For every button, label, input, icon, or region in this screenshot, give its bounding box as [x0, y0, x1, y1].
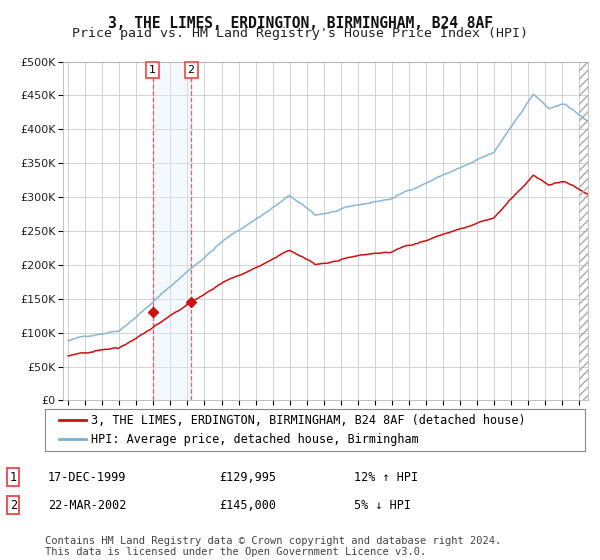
Text: 3, THE LIMES, ERDINGTON, BIRMINGHAM, B24 8AF: 3, THE LIMES, ERDINGTON, BIRMINGHAM, B24… [107, 16, 493, 31]
Text: 2: 2 [10, 498, 17, 512]
Text: 12% ↑ HPI: 12% ↑ HPI [354, 470, 418, 484]
Text: 17-DEC-1999: 17-DEC-1999 [48, 470, 127, 484]
Bar [152, 62, 191, 400]
Text: Price paid vs. HM Land Registry's House Price Index (HPI): Price paid vs. HM Land Registry's House … [72, 27, 528, 40]
Text: Contains HM Land Registry data © Crown copyright and database right 2024.
This d: Contains HM Land Registry data © Crown c… [45, 535, 501, 557]
Text: 5% ↓ HPI: 5% ↓ HPI [354, 498, 411, 512]
Text: 3, THE LIMES, ERDINGTON, BIRMINGHAM, B24 8AF (detached house): 3, THE LIMES, ERDINGTON, BIRMINGHAM, B24… [91, 414, 526, 427]
Text: 1: 1 [10, 470, 17, 484]
Text: £145,000: £145,000 [219, 498, 276, 512]
Text: 22-MAR-2002: 22-MAR-2002 [48, 498, 127, 512]
Text: HPI: Average price, detached house, Birmingham: HPI: Average price, detached house, Birm… [91, 433, 419, 446]
Text: 1: 1 [149, 65, 156, 75]
Text: 2: 2 [188, 65, 195, 75]
Text: £129,995: £129,995 [219, 470, 276, 484]
